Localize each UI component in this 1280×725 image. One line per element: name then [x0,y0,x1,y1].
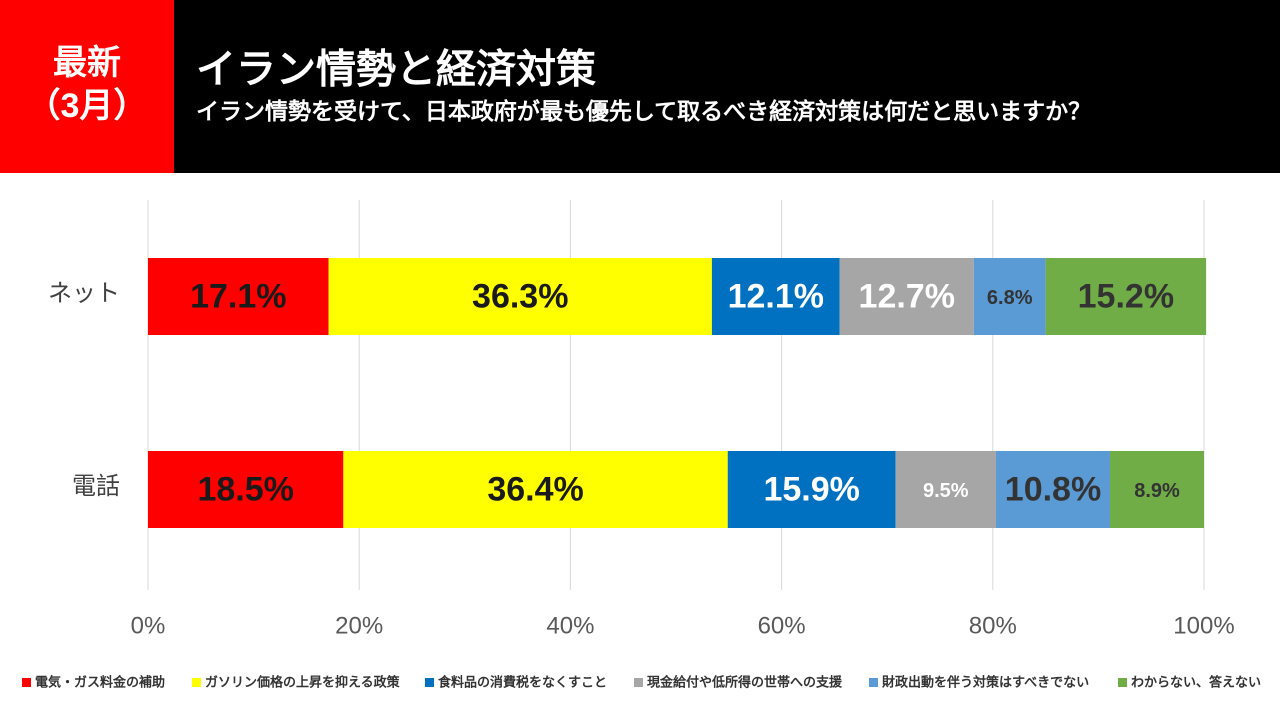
legend-swatch [22,678,31,687]
bar-segment [343,451,728,528]
value-label: 17.1% [190,277,286,315]
value-label: 18.5% [197,470,293,508]
legend-label: 食料品の消費税をなくすこと [438,674,607,689]
value-label: 6.8% [987,287,1033,309]
bar-segment [148,451,344,528]
bar-segment [711,258,840,335]
legend-label: 現金給付や低所得の世帯への支援 [647,674,843,689]
bar-segment [1045,258,1207,335]
value-label: 36.4% [487,470,583,508]
legend-swatch [1118,678,1127,687]
bar-segment [148,258,329,335]
bar-segment [995,451,1111,528]
bar-segment [973,258,1046,335]
value-label: 12.7% [859,277,955,315]
y-tick-label: 電話 [72,473,120,500]
bar-segment [1110,451,1204,528]
x-tick-label: 40% [546,612,594,639]
legend-label: わからない、答えない [1131,674,1261,689]
legend-swatch [634,678,643,687]
header-bg [0,0,1280,173]
legend-label: 電気・ガス料金の補助 [35,674,165,689]
legend-label: ガソリン価格の上昇を抑える政策 [205,674,401,689]
value-label: 10.8% [1005,470,1101,508]
legend-swatch [425,678,434,687]
badge-text: 最新 [53,44,121,82]
legend-swatch [192,678,201,687]
badge-bg [0,0,174,173]
x-tick-label: 20% [335,612,383,639]
x-tick-label: 0% [131,612,166,639]
value-label: 15.2% [1078,277,1174,315]
bar-segment [895,451,996,528]
legend-label: 財政出動を伴う対策はすべきでない [881,674,1089,689]
chart-subtitle: イラン情勢を受けて、日本政府が最も優先して取るべき経済対策は何だと思いますか？ [196,98,1091,124]
x-tick-label: 60% [758,612,806,639]
legend-swatch [869,678,878,687]
x-tick-label: 100% [1173,612,1234,639]
bar-segment [727,451,896,528]
value-label: 12.1% [728,277,824,315]
badge-text: （3月） [27,86,148,125]
value-label: 9.5% [923,480,969,502]
value-label: 36.3% [472,277,568,315]
chart-title: イラン情勢と経済対策 [196,48,596,92]
value-label: 8.9% [1134,480,1180,502]
bar-segment [328,258,712,335]
bar-segment [839,258,974,335]
value-label: 15.9% [763,470,859,508]
y-tick-label: ネット [48,280,120,307]
x-tick-label: 80% [969,612,1017,639]
